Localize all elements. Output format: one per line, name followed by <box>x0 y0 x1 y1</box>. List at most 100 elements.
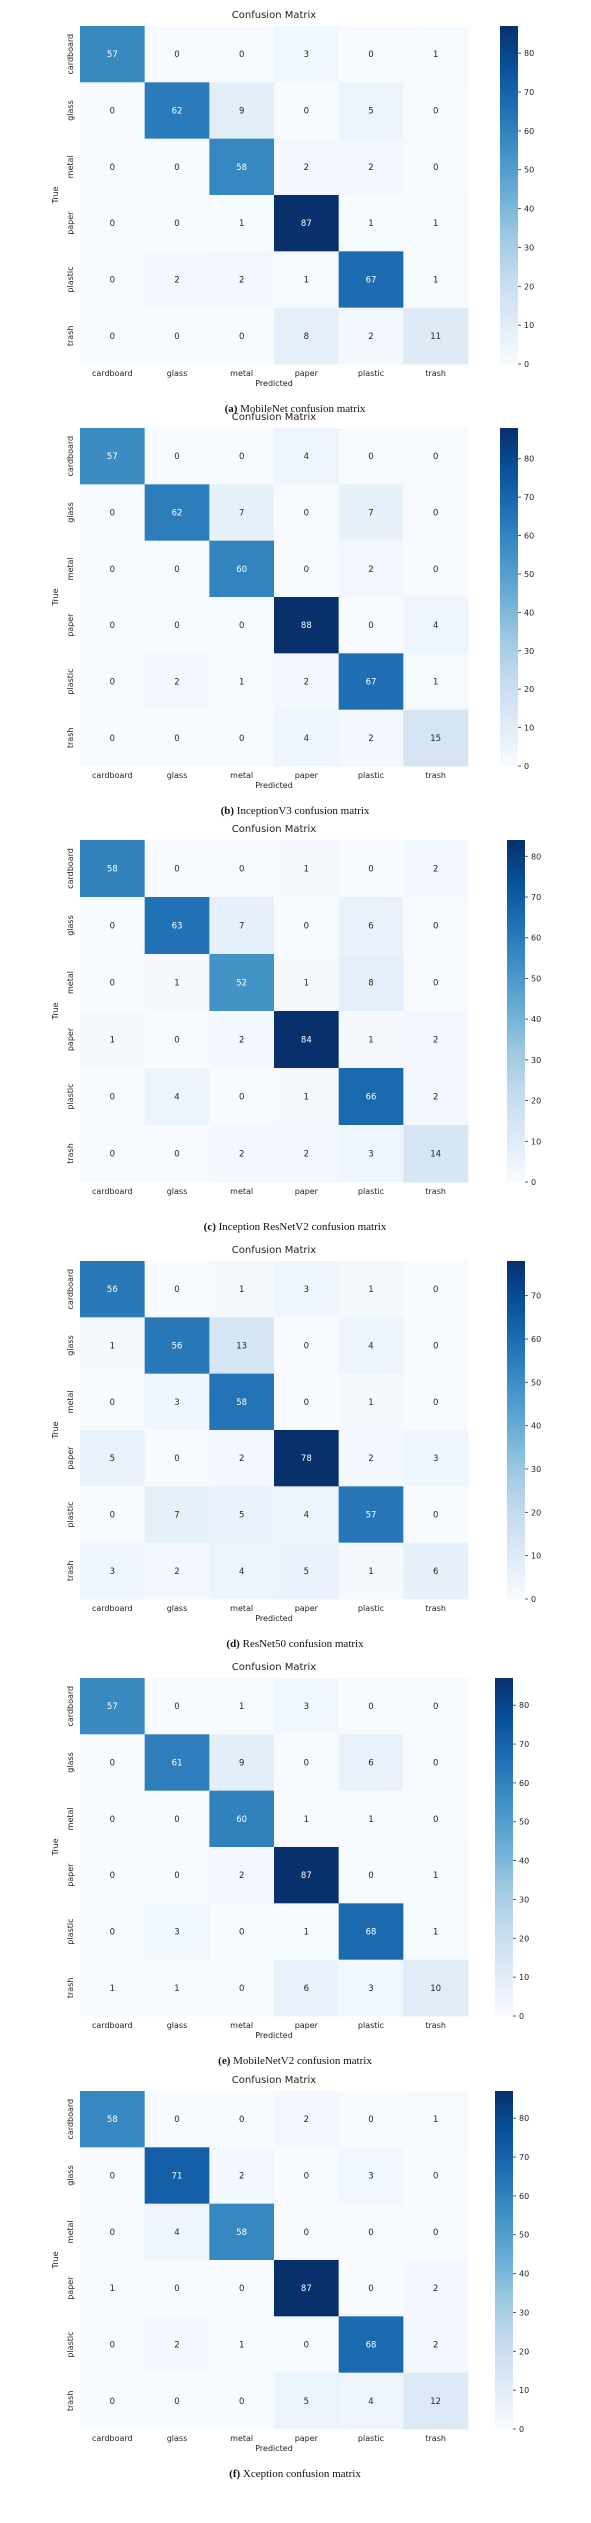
heatmap-cell <box>403 1678 469 1735</box>
x-tick-label: trash <box>425 1604 446 1613</box>
heatmap-cell <box>403 1790 469 1848</box>
colorbar-tick-label: 80 <box>524 455 534 464</box>
heatmap-cell <box>209 1790 275 1848</box>
cell-value-label: 0 <box>174 1871 179 1881</box>
cell-value-label: 0 <box>239 2115 244 2125</box>
x-tick-label: paper <box>295 771 319 780</box>
heatmap-cell <box>274 1486 340 1544</box>
x-tick-label: plastic <box>358 771 384 780</box>
heatmap-cell <box>209 26 275 83</box>
heatmap-cell <box>80 1542 146 1600</box>
heatmap-cell <box>403 709 469 767</box>
heatmap-cell <box>274 1790 340 1848</box>
cell-value-label: 2 <box>368 565 373 575</box>
heatmap-cell <box>144 897 210 955</box>
heatmap-cell <box>80 1068 146 1126</box>
caption-text: InceptionV3 confusion matrix <box>237 805 370 817</box>
cell-value-label: 0 <box>239 865 244 875</box>
cell-value-label: 2 <box>174 1567 179 1577</box>
x-axis-label: Predicted <box>255 379 293 388</box>
x-tick-label: glass <box>167 2434 188 2443</box>
cell-value-label: 0 <box>304 2228 309 2238</box>
cell-value-label: 1 <box>239 678 244 688</box>
cell-value-label: 2 <box>433 2284 438 2294</box>
heatmap-cell <box>209 1373 275 1431</box>
heatmap-cell <box>209 1847 275 1904</box>
cell-value-label: 3 <box>304 50 309 60</box>
cell-value-label: 2 <box>304 2115 309 2125</box>
cell-value-label: 63 <box>172 922 183 932</box>
colorbar-tick-label: 40 <box>519 2270 529 2279</box>
heatmap-cell <box>403 1125 469 1183</box>
cell-value-label: 0 <box>174 332 179 342</box>
cell-value-label: 14 <box>430 1150 441 1160</box>
heatmap-cell <box>338 2147 404 2205</box>
heatmap-cell <box>80 1959 146 2017</box>
heatmap-cell <box>403 840 469 898</box>
cell-value-label: 0 <box>304 1398 309 1408</box>
heatmap-cell <box>403 1734 469 1792</box>
caption-label: (d) <box>226 1638 242 1650</box>
caption-label: (a) <box>225 403 241 415</box>
cell-value-label: 0 <box>110 979 115 989</box>
heatmap-cell <box>274 2316 340 2374</box>
y-tick-label: cardboard <box>66 848 75 889</box>
cell-value-label: 0 <box>433 2172 438 2182</box>
heatmap-cell <box>274 1261 340 1318</box>
cell-value-label: 0 <box>433 1702 438 1712</box>
heatmap-cell <box>80 1261 146 1318</box>
heatmap-cell <box>144 1486 210 1544</box>
cell-value-label: 60 <box>236 1815 247 1825</box>
cell-value-label: 0 <box>433 1511 438 1521</box>
colorbar <box>500 428 518 766</box>
heatmap-cell <box>403 540 469 598</box>
heatmap-cell <box>209 1317 275 1375</box>
cell-value-label: 0 <box>174 621 179 631</box>
heatmap-cell <box>403 26 469 83</box>
cell-value-label: 5 <box>304 1567 309 1577</box>
colorbar-tick-label: 10 <box>519 1973 529 1982</box>
cell-value-label: 0 <box>239 1984 244 1994</box>
heatmap-cell <box>144 1678 210 1735</box>
colorbar-tick-label: 20 <box>519 2347 529 2356</box>
colorbar-tick-label: 80 <box>531 852 541 861</box>
heatmap-cell <box>338 1373 404 1431</box>
colorbar-tick-label: 0 <box>531 1178 536 1187</box>
y-tick-label: plastic <box>66 1083 75 1109</box>
cell-value-label: 0 <box>433 2228 438 2238</box>
heatmap-cell <box>338 597 404 654</box>
cell-value-label: 0 <box>239 2397 244 2407</box>
heatmap-cell <box>209 597 275 654</box>
heatmap-cell <box>144 1790 210 1848</box>
heatmap-cell <box>274 540 340 598</box>
heatmap-cell <box>209 840 275 898</box>
heatmap-cell <box>144 2203 210 2261</box>
heatmap-cell <box>274 1068 340 1126</box>
heatmap-cell <box>144 597 210 654</box>
cell-value-label: 1 <box>174 1984 179 1994</box>
colorbar-tick-label: 20 <box>531 1508 541 1517</box>
heatmap-cell <box>209 138 275 196</box>
cell-value-label: 0 <box>304 1342 309 1352</box>
cell-value-label: 0 <box>433 1342 438 1352</box>
cell-value-label: 87 <box>301 1871 312 1881</box>
heatmap-cell <box>80 954 146 1012</box>
cell-value-label: 68 <box>366 1928 377 1938</box>
heatmap-cell <box>144 1847 210 1904</box>
heatmap-cell <box>209 1011 275 1069</box>
heatmap-cell <box>338 709 404 767</box>
y-tick-label: cardboard <box>66 436 75 477</box>
x-tick-label: paper <box>295 1187 319 1196</box>
y-tick-label: metal <box>66 557 75 580</box>
x-tick-label: glass <box>167 1604 188 1613</box>
x-tick-label: cardboard <box>92 1604 133 1613</box>
heatmap-cell <box>209 1125 275 1183</box>
heatmap-cell <box>209 954 275 1012</box>
heatmap-cell <box>403 138 469 196</box>
heatmap-cell <box>338 82 404 140</box>
x-tick-label: glass <box>167 771 188 780</box>
y-tick-label: glass <box>66 2165 75 2186</box>
y-axis-label: True <box>51 588 60 606</box>
